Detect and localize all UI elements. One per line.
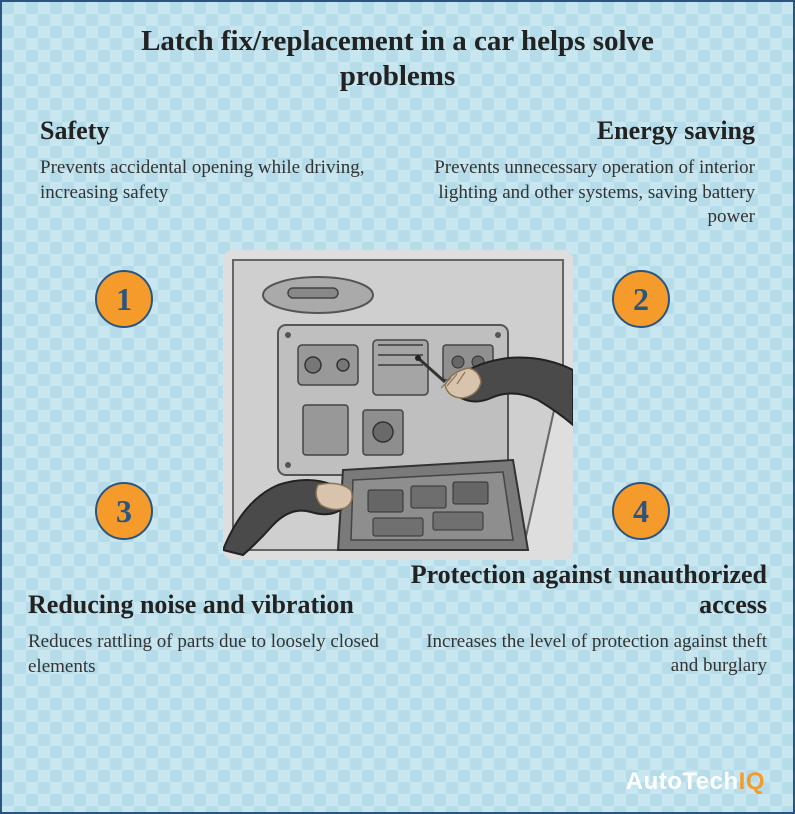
center-illustration [223, 250, 573, 560]
section-body: Prevents accidental opening while drivin… [40, 156, 380, 205]
door-latch-illustration-svg [223, 250, 573, 560]
brand-logo: AutoTechIQ [626, 768, 765, 796]
section-body: Reduces rattling of parts due to loosely… [28, 630, 388, 679]
badge-number: 1 [116, 281, 132, 318]
section-heading: Safety [40, 116, 380, 146]
badge-number: 3 [116, 493, 132, 530]
badge-4: 4 [612, 482, 670, 540]
section-protection: Protection against unauthorized access I… [407, 560, 767, 679]
section-energy-saving: Energy saving Prevents unnecessary opera… [395, 116, 755, 230]
section-heading: Reducing noise and vibration [28, 590, 388, 620]
badge-number: 4 [633, 493, 649, 530]
section-heading: Protection against unauthorized access [407, 560, 767, 620]
section-safety: Safety Prevents accidental opening while… [40, 116, 380, 205]
section-body: Prevents unnecessary operation of interi… [395, 156, 755, 230]
badge-1: 1 [95, 270, 153, 328]
badge-number: 2 [633, 281, 649, 318]
brand-part-1: AutoTech [626, 768, 739, 795]
badge-3: 3 [95, 482, 153, 540]
content-area: Latch fix/replacement in a car helps sol… [0, 0, 795, 814]
brand-part-2: IQ [739, 768, 765, 795]
section-heading: Energy saving [395, 116, 755, 146]
page-title: Latch fix/replacement in a car helps sol… [40, 24, 755, 94]
badge-2: 2 [612, 270, 670, 328]
section-noise-vibration: Reducing noise and vibration Reduces rat… [28, 590, 388, 679]
section-body: Increases the level of protection agains… [407, 630, 767, 679]
